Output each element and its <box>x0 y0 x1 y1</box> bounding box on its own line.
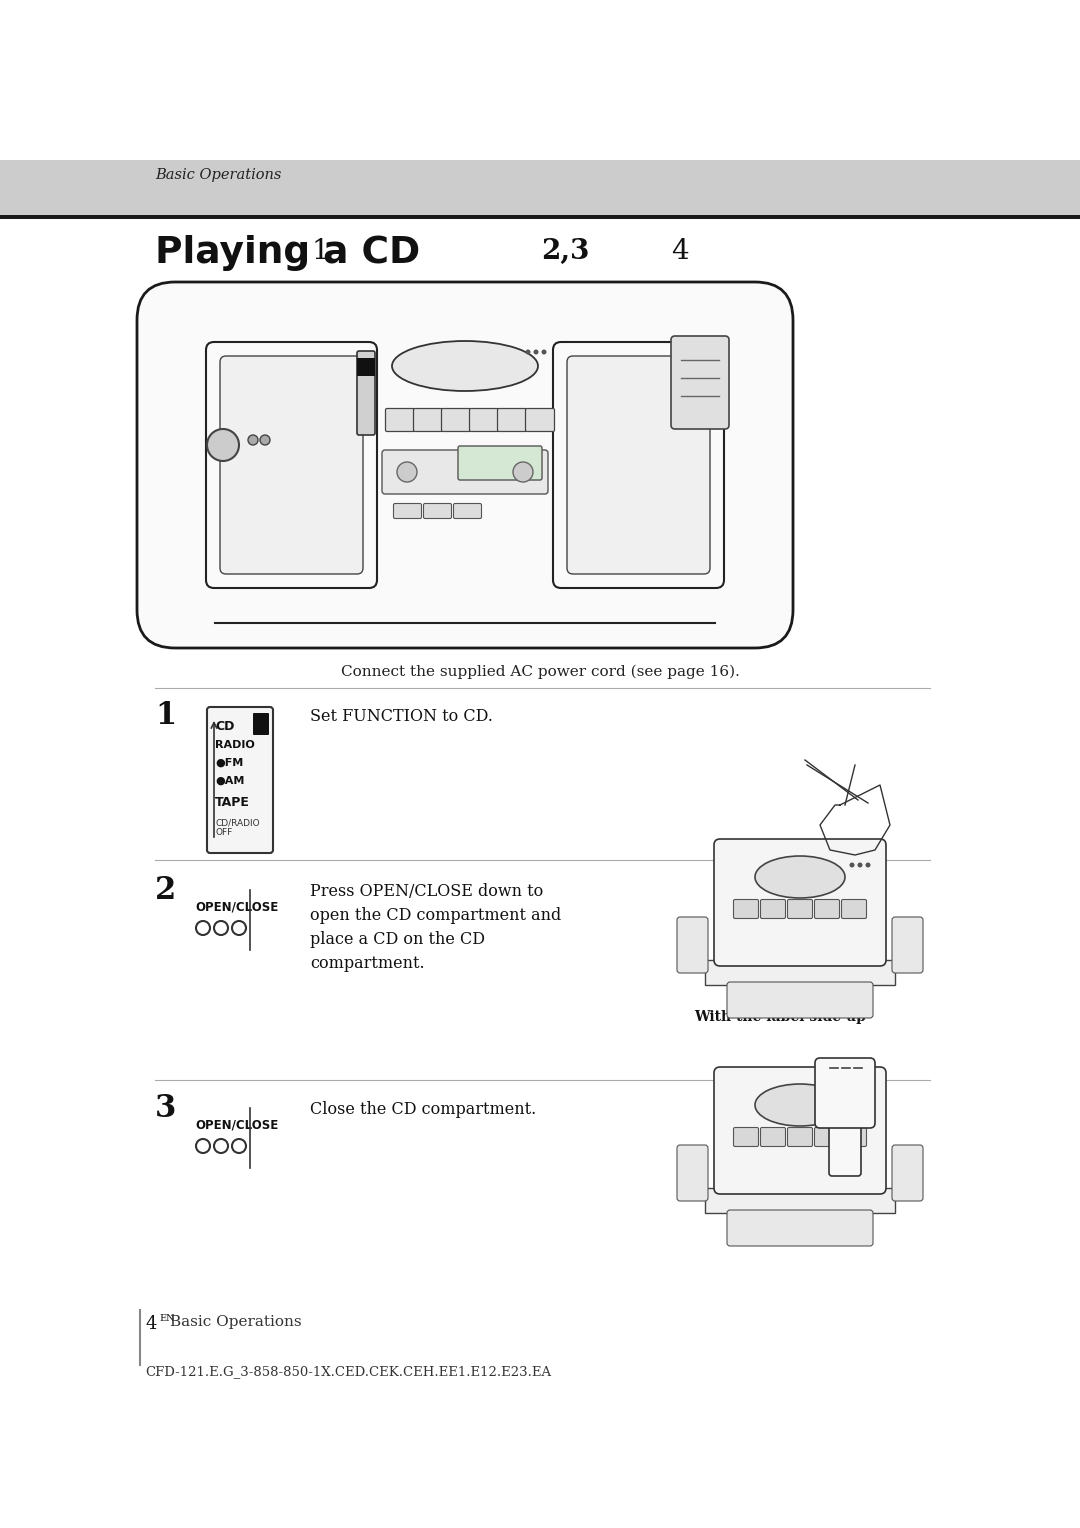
Circle shape <box>534 350 539 354</box>
FancyBboxPatch shape <box>454 504 482 518</box>
FancyBboxPatch shape <box>787 1128 812 1146</box>
FancyBboxPatch shape <box>671 336 729 429</box>
Circle shape <box>850 862 854 868</box>
FancyBboxPatch shape <box>470 408 499 431</box>
Circle shape <box>850 1091 854 1096</box>
FancyBboxPatch shape <box>206 342 377 588</box>
Circle shape <box>195 921 210 935</box>
FancyBboxPatch shape <box>253 714 269 735</box>
FancyBboxPatch shape <box>414 408 443 431</box>
Circle shape <box>248 435 258 445</box>
FancyBboxPatch shape <box>841 1128 866 1146</box>
FancyBboxPatch shape <box>220 356 363 575</box>
Text: OPEN/CLOSE: OPEN/CLOSE <box>195 1118 279 1131</box>
FancyBboxPatch shape <box>787 900 812 918</box>
FancyBboxPatch shape <box>393 504 421 518</box>
Ellipse shape <box>755 1083 845 1126</box>
Circle shape <box>858 1091 863 1096</box>
Text: With the label side up: With the label side up <box>694 1010 866 1024</box>
Circle shape <box>232 921 246 935</box>
Text: Press OPEN/CLOSE down to
open the CD compartment and
place a CD on the CD
compar: Press OPEN/CLOSE down to open the CD com… <box>310 883 562 972</box>
FancyBboxPatch shape <box>714 1067 886 1193</box>
Text: 1: 1 <box>156 700 176 730</box>
FancyBboxPatch shape <box>892 1144 923 1201</box>
FancyBboxPatch shape <box>760 900 785 918</box>
Text: 4: 4 <box>145 1316 157 1332</box>
FancyBboxPatch shape <box>423 504 451 518</box>
Text: 4: 4 <box>671 238 689 264</box>
Bar <box>0 215 1080 219</box>
FancyBboxPatch shape <box>814 900 839 918</box>
FancyBboxPatch shape <box>814 1128 839 1146</box>
FancyBboxPatch shape <box>727 983 873 1018</box>
FancyBboxPatch shape <box>382 451 548 494</box>
FancyBboxPatch shape <box>137 283 793 648</box>
Circle shape <box>397 461 417 481</box>
FancyBboxPatch shape <box>207 707 273 853</box>
Text: CD/RADIO: CD/RADIO <box>215 817 259 827</box>
Text: EN: EN <box>159 1314 175 1323</box>
Circle shape <box>513 461 534 481</box>
Text: Close the CD compartment.: Close the CD compartment. <box>310 1102 537 1118</box>
FancyBboxPatch shape <box>892 917 923 973</box>
FancyBboxPatch shape <box>727 1210 873 1245</box>
Circle shape <box>541 350 546 354</box>
Text: Connect the supplied AC power cord (see page 16).: Connect the supplied AC power cord (see … <box>340 665 740 680</box>
Text: OFF: OFF <box>215 828 232 837</box>
FancyBboxPatch shape <box>526 408 554 431</box>
Text: Set FUNCTION to CD.: Set FUNCTION to CD. <box>310 707 492 724</box>
FancyBboxPatch shape <box>386 408 415 431</box>
Circle shape <box>232 1138 246 1154</box>
Text: Basic Operations: Basic Operations <box>156 168 282 182</box>
Circle shape <box>207 429 239 461</box>
FancyBboxPatch shape <box>705 960 895 986</box>
Circle shape <box>865 862 870 868</box>
Ellipse shape <box>392 341 538 391</box>
FancyBboxPatch shape <box>829 1115 861 1177</box>
Text: Basic Operations: Basic Operations <box>170 1316 301 1329</box>
FancyBboxPatch shape <box>677 1144 708 1201</box>
Text: OPEN/CLOSE: OPEN/CLOSE <box>195 900 279 914</box>
FancyBboxPatch shape <box>815 1057 875 1128</box>
Text: Playing a CD: Playing a CD <box>156 235 420 270</box>
FancyBboxPatch shape <box>357 351 375 435</box>
Circle shape <box>858 862 863 868</box>
Circle shape <box>260 435 270 445</box>
FancyBboxPatch shape <box>714 839 886 966</box>
Text: 2: 2 <box>156 876 176 906</box>
FancyBboxPatch shape <box>733 1128 758 1146</box>
Circle shape <box>865 1091 870 1096</box>
Ellipse shape <box>755 856 845 898</box>
Text: CD: CD <box>215 720 234 733</box>
Circle shape <box>214 921 228 935</box>
FancyBboxPatch shape <box>705 1187 895 1213</box>
Text: ●FM: ●FM <box>215 758 243 769</box>
Circle shape <box>214 1138 228 1154</box>
FancyBboxPatch shape <box>442 408 471 431</box>
Text: 2,3: 2,3 <box>541 238 590 264</box>
FancyBboxPatch shape <box>553 342 724 588</box>
Text: 3: 3 <box>156 1093 176 1125</box>
Circle shape <box>195 1138 210 1154</box>
FancyBboxPatch shape <box>498 408 527 431</box>
Text: ●AM: ●AM <box>215 776 244 785</box>
Text: TAPE: TAPE <box>215 796 249 808</box>
Text: RADIO: RADIO <box>215 740 255 750</box>
Bar <box>0 160 1080 215</box>
FancyBboxPatch shape <box>357 358 375 376</box>
Text: CFD-121.E.G_3-858-850-1X.CED.CEK.CEH.EE1.E12.E23.EA: CFD-121.E.G_3-858-850-1X.CED.CEK.CEH.EE1… <box>145 1365 551 1378</box>
FancyBboxPatch shape <box>841 900 866 918</box>
Circle shape <box>526 350 530 354</box>
FancyBboxPatch shape <box>458 446 542 480</box>
FancyBboxPatch shape <box>733 900 758 918</box>
Text: 1: 1 <box>311 238 329 264</box>
FancyBboxPatch shape <box>760 1128 785 1146</box>
FancyBboxPatch shape <box>677 917 708 973</box>
FancyBboxPatch shape <box>567 356 710 575</box>
